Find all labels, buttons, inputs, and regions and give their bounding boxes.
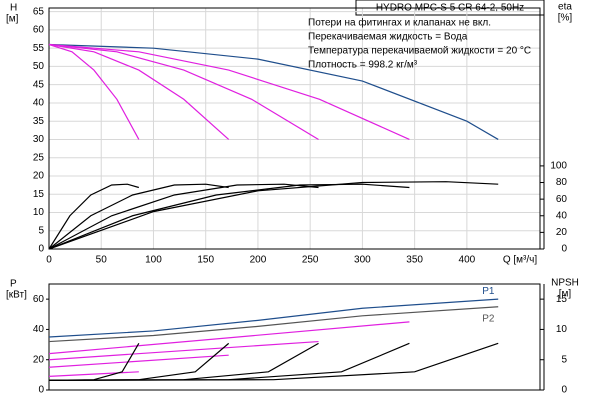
curve	[48, 183, 410, 250]
y2-tick-label: 5	[561, 354, 567, 365]
curve-label: P1	[482, 286, 495, 297]
y2-tick-label: 10	[556, 324, 568, 335]
y2-tick-label: 20	[556, 227, 568, 238]
note: Температура перекачиваемой жидкости = 20…	[308, 46, 531, 57]
y-tick-label: 50	[33, 61, 45, 72]
y-tick-label: 30	[33, 134, 45, 145]
y-tick-label: 0	[38, 385, 44, 396]
y-tick-label: 10	[33, 207, 45, 218]
y-tick-label: 60	[33, 294, 45, 305]
note: Потери на фитингах и клапанах не вкл.	[308, 17, 491, 29]
curve	[48, 43, 499, 140]
y-tick-label: 15	[33, 189, 45, 200]
curve	[48, 43, 410, 141]
y-tick-label: 40	[33, 98, 45, 109]
curve	[48, 298, 499, 338]
y2-axis-unit: [м]	[559, 289, 572, 300]
y-tick-label: 45	[33, 79, 45, 90]
y2-tick-label: 0	[561, 244, 567, 255]
curve	[48, 321, 410, 355]
curve	[48, 43, 319, 140]
y2-tick-label: 100	[550, 161, 567, 172]
note: Перекачиваемая жидкость = Вода	[308, 32, 468, 43]
y2-axis-label: eta	[558, 2, 572, 13]
plot-frame	[48, 7, 541, 250]
x-tick-label: 350	[406, 255, 423, 266]
y-axis-label: H	[10, 3, 17, 14]
curve	[48, 340, 319, 361]
y-axis-label: P	[10, 279, 17, 290]
curve	[48, 43, 140, 140]
y-tick-label: 55	[33, 43, 45, 54]
y2-axis-label: NPSH	[551, 278, 579, 289]
x-tick-label: 50	[96, 255, 108, 266]
curve	[48, 43, 230, 140]
y2-tick-label: 0	[561, 385, 567, 396]
curve	[48, 181, 499, 250]
x-tick-label: 300	[354, 255, 371, 266]
y-tick-label: 40	[33, 324, 45, 335]
curve	[48, 183, 140, 250]
x-tick-label: 100	[145, 255, 162, 266]
y-tick-label: 20	[33, 171, 45, 182]
x-tick-label: 250	[302, 255, 319, 266]
y2-tick-label: 15	[556, 294, 568, 305]
y-tick-label: 65	[33, 6, 45, 17]
y-axis-unit: [кВт]	[6, 290, 27, 301]
x-tick-label: 0	[46, 255, 52, 266]
curve	[48, 371, 139, 377]
y2-tick-label: 40	[556, 210, 568, 221]
y-tick-label: 60	[33, 25, 45, 36]
y-tick-label: 25	[33, 152, 45, 163]
x-tick-label: 400	[459, 255, 476, 266]
y-tick-label: 35	[33, 116, 45, 127]
note: Плотность = 998.2 кг/м³	[308, 60, 418, 71]
y2-tick-label: 60	[556, 194, 568, 205]
x-tick-label: 150	[197, 255, 214, 266]
y2-tick-label: 80	[556, 177, 568, 188]
curve	[48, 354, 229, 368]
curve	[48, 183, 229, 250]
y-tick-label: 5	[38, 225, 44, 236]
curve	[48, 342, 499, 381]
curve	[48, 183, 319, 250]
y-tick-label: 0	[38, 244, 44, 255]
x-tick-label: 200	[250, 255, 267, 266]
y2-axis-unit: [%]	[558, 13, 573, 24]
y-axis-unit: [м]	[6, 14, 19, 25]
y-tick-label: 20	[33, 354, 45, 365]
curve	[48, 306, 499, 343]
x-axis-label: Q [м³/ч]	[503, 255, 538, 266]
curve-label: P2	[482, 313, 495, 324]
